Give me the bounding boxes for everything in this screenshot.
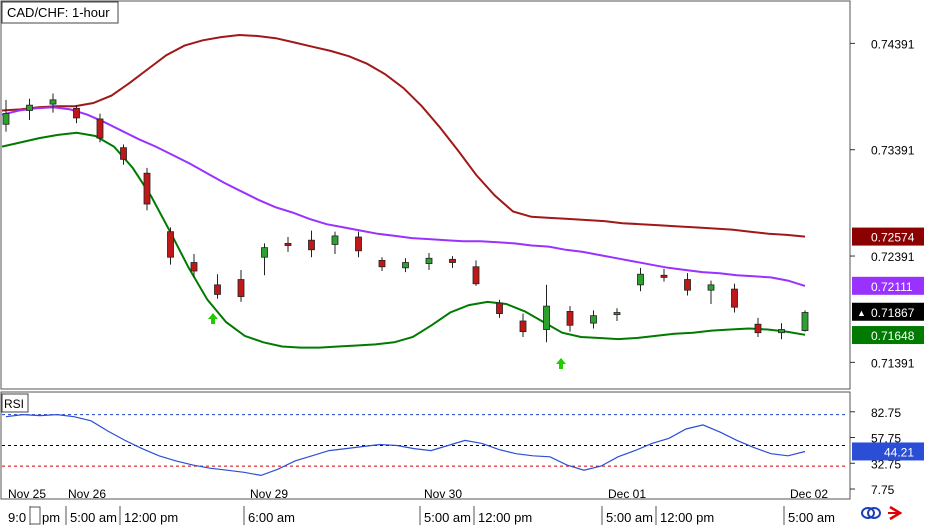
candle-body xyxy=(684,279,691,291)
candle-body xyxy=(49,99,57,105)
x-time-label: 5:00 am xyxy=(606,510,653,525)
candle-body xyxy=(378,259,386,268)
price-tag-label: 0.71648 xyxy=(871,329,915,343)
candle-body xyxy=(449,258,456,263)
price-tag-bg xyxy=(852,227,924,246)
candle-body xyxy=(402,262,409,269)
price-tag-bg xyxy=(852,302,924,321)
rsi-tick-label: 82.75 xyxy=(871,406,901,420)
candle-body xyxy=(96,118,104,139)
candle-body xyxy=(660,274,668,278)
x-date-label: Nov 30 xyxy=(424,487,462,501)
y-tick-label: 0.72391 xyxy=(871,250,915,264)
x-time-label: 5:00 am xyxy=(424,510,471,525)
y-tick-label: 0.73391 xyxy=(871,144,915,158)
price-tag-label: 0.72574 xyxy=(871,231,915,245)
rsi-frame xyxy=(0,391,851,500)
candle-body xyxy=(590,315,597,324)
candle-body xyxy=(73,107,80,119)
candle-body xyxy=(613,312,621,316)
x-time-label: 6:00 am xyxy=(248,510,295,525)
x-time-label: 9:0 xyxy=(8,510,26,525)
up-arrow-signal xyxy=(208,313,218,324)
rsi-title: RSI xyxy=(4,397,24,411)
rsi-value-tag: 44.21 xyxy=(884,445,914,459)
x-date-label: Nov 29 xyxy=(250,487,288,501)
middle-band-line xyxy=(1,106,806,287)
candle-body xyxy=(308,239,315,251)
price-indicator-icon: ▲ xyxy=(857,308,866,318)
rsi-tick-label: 32.75 xyxy=(871,457,901,471)
price-tag-label: 0.71867 xyxy=(871,306,915,320)
y-tick-label: 0.71391 xyxy=(871,356,915,370)
reload-icon[interactable] xyxy=(861,507,881,519)
candle-body xyxy=(707,284,715,291)
rsi-line xyxy=(5,413,806,477)
x-time-label: pm xyxy=(42,510,60,525)
x-time-label: 12:00 pm xyxy=(478,510,532,525)
candle-body xyxy=(143,172,151,205)
x-time-label: 12:00 pm xyxy=(660,510,714,525)
x-time-label: 12:00 pm xyxy=(124,510,178,525)
x-date-label: Dec 01 xyxy=(608,487,646,501)
candle-body xyxy=(355,236,362,252)
rsi-tick-label: 7.75 xyxy=(871,483,895,497)
candle-body xyxy=(190,262,198,272)
candle-body xyxy=(637,273,644,286)
candle-body xyxy=(331,235,339,245)
candle-body xyxy=(425,257,433,264)
candle-body xyxy=(167,231,174,258)
candle-body xyxy=(237,279,245,297)
price-tag-label: 0.72111 xyxy=(871,280,913,294)
upper-band-line xyxy=(1,33,806,238)
candle-body xyxy=(214,284,221,295)
candle-body xyxy=(566,311,574,326)
rsi-title-box xyxy=(1,393,29,413)
y-tick-label: 0.74391 xyxy=(871,37,915,51)
main-chart-frame xyxy=(0,0,851,390)
up-arrow-signal xyxy=(556,358,566,369)
candle-body xyxy=(26,104,33,111)
arrow-icon[interactable] xyxy=(888,505,903,521)
candle-body xyxy=(543,305,550,330)
price-tag-bg xyxy=(852,276,924,295)
candle-body xyxy=(261,247,268,258)
rsi-tick-label: 57.75 xyxy=(871,432,901,446)
x-time-label: 5:00 am xyxy=(70,510,117,525)
candle-body xyxy=(2,113,10,125)
candle-body xyxy=(472,266,480,285)
x-time-label: 5:00 am xyxy=(788,510,835,525)
candle-body xyxy=(801,312,809,331)
candle-body xyxy=(519,320,527,333)
chart-title: CAD/CHF: 1-hour xyxy=(7,5,110,20)
chart-title-box xyxy=(1,1,119,24)
candle-body xyxy=(754,323,762,334)
x-date-label: Dec 02 xyxy=(790,487,828,501)
x-range-handle xyxy=(29,506,41,525)
rsi-value-tag-bg xyxy=(852,442,924,461)
candle-body xyxy=(731,288,738,308)
candle-body xyxy=(778,329,785,334)
candle-body xyxy=(120,147,127,160)
candle-body xyxy=(496,302,503,314)
lower-band-line xyxy=(1,131,806,349)
x-date-label: Nov 26 xyxy=(68,487,106,501)
price-tag-bg xyxy=(852,326,924,345)
candle-body xyxy=(284,242,292,246)
x-date-label: Nov 25 xyxy=(8,487,46,501)
